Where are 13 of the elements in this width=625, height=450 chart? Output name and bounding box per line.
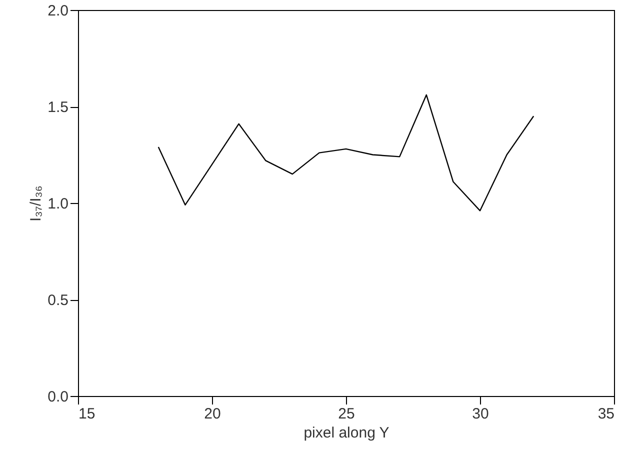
y-tick-label: 0.5 xyxy=(48,292,68,309)
x-tick-label: 35 xyxy=(598,406,614,422)
y-tick-label: 1.0 xyxy=(48,196,68,212)
y-tick-label: 0.0 xyxy=(48,388,68,406)
line-series xyxy=(158,94,534,212)
y-axis-title: I₃₇/I₃₆ xyxy=(28,186,45,222)
x-tick-label: 15 xyxy=(78,406,96,422)
x-tick-label: 30 xyxy=(472,406,489,422)
x-axis-title: pixel along Y xyxy=(304,424,390,442)
y-tick-label: 2.0 xyxy=(48,2,68,20)
y-tick-label: 1.5 xyxy=(48,99,68,116)
x-tick-label: 25 xyxy=(338,406,355,422)
x-tick-label: 20 xyxy=(204,406,221,422)
